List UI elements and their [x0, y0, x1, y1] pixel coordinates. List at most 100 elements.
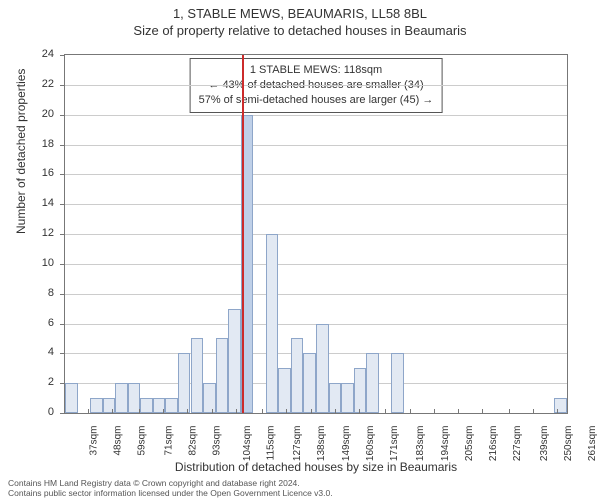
- y-tick-mark: [60, 174, 65, 175]
- x-tick-mark: [236, 409, 237, 414]
- x-tick-mark: [385, 409, 386, 414]
- gridline: [65, 264, 567, 265]
- y-tick-mark: [60, 264, 65, 265]
- x-tick-mark: [187, 409, 188, 414]
- plot-area: 1 STABLE MEWS: 118sqm ← 43% of detached …: [64, 54, 568, 414]
- x-tick-label: 250sqm: [563, 426, 574, 462]
- y-tick-label: 0: [48, 406, 54, 418]
- x-tick-label: 59sqm: [137, 426, 148, 456]
- histogram-bar: [90, 398, 103, 413]
- gridline: [65, 204, 567, 205]
- histogram-bar: [278, 368, 291, 413]
- x-tick-label: 205sqm: [464, 426, 475, 462]
- histogram-bar: [191, 338, 204, 413]
- x-tick-mark: [286, 409, 287, 414]
- histogram-bar: [203, 383, 216, 413]
- histogram-bar: [303, 353, 316, 413]
- x-tick-label: 48sqm: [113, 426, 124, 456]
- title-subtitle: Size of property relative to detached ho…: [0, 21, 600, 38]
- x-tick-label: 115sqm: [265, 426, 276, 461]
- x-tick-mark: [335, 409, 336, 414]
- info-line-property: 1 STABLE MEWS: 118sqm: [199, 63, 434, 78]
- x-tick-mark: [212, 409, 213, 414]
- gridline: [65, 85, 567, 86]
- y-tick-mark: [60, 324, 65, 325]
- x-tick-label: 216sqm: [488, 426, 499, 462]
- histogram-bar: [228, 309, 241, 413]
- x-tick-label: 194sqm: [440, 426, 451, 462]
- x-axis-ticks: 37sqm 48sqm 59sqm 71sqm 82sqm 93sqm 104sqm 115s…: [64, 414, 568, 464]
- histogram-bar: [391, 353, 404, 413]
- x-tick-mark: [139, 409, 140, 414]
- x-tick-label: 261sqm: [587, 426, 598, 462]
- y-tick-label: 16: [42, 167, 54, 179]
- histogram-bar: [354, 368, 367, 413]
- x-tick-label: 183sqm: [416, 426, 427, 462]
- histogram-bar: [65, 383, 78, 413]
- x-tick-mark: [262, 409, 263, 414]
- y-tick-label: 6: [48, 317, 54, 329]
- x-tick-mark: [458, 409, 459, 414]
- y-tick-label: 4: [48, 346, 54, 358]
- chart-container: 1, STABLE MEWS, BEAUMARIS, LL58 8BL Size…: [0, 0, 600, 500]
- y-tick-mark: [60, 204, 65, 205]
- x-axis-label: Distribution of detached houses by size …: [64, 460, 568, 474]
- x-tick-label: 82sqm: [188, 426, 199, 456]
- y-tick-mark: [60, 85, 65, 86]
- y-tick-mark: [60, 115, 65, 116]
- x-tick-mark: [64, 409, 65, 414]
- x-tick-mark: [557, 409, 558, 414]
- title-address: 1, STABLE MEWS, BEAUMARIS, LL58 8BL: [0, 0, 600, 21]
- histogram-bar: [178, 353, 191, 413]
- x-tick-label: 71sqm: [163, 426, 174, 456]
- x-tick-mark: [359, 409, 360, 414]
- y-tick-mark: [60, 145, 65, 146]
- x-tick-label: 227sqm: [512, 426, 523, 462]
- x-tick-mark: [533, 409, 534, 414]
- x-tick-mark: [410, 409, 411, 414]
- y-tick-label: 12: [42, 227, 54, 239]
- x-tick-label: 160sqm: [365, 426, 376, 462]
- x-tick-label: 171sqm: [389, 426, 400, 462]
- histogram-bar: [115, 383, 128, 413]
- marker-line: [242, 55, 244, 413]
- y-tick-label: 24: [42, 48, 54, 60]
- info-line-larger: 57% of semi-detached houses are larger (…: [199, 93, 434, 108]
- histogram-bar: [341, 383, 354, 413]
- y-axis-ticks: 024681012141618202224: [0, 54, 60, 414]
- y-tick-label: 14: [42, 197, 54, 209]
- histogram-bar: [216, 338, 229, 413]
- x-tick-label: 104sqm: [242, 426, 253, 462]
- gridline: [65, 174, 567, 175]
- x-tick-mark: [434, 409, 435, 414]
- x-tick-mark: [88, 409, 89, 414]
- histogram-bar: [366, 353, 379, 413]
- y-tick-mark: [60, 294, 65, 295]
- x-tick-label: 127sqm: [292, 426, 303, 462]
- y-tick-label: 22: [42, 78, 54, 90]
- gridline: [65, 115, 567, 116]
- x-tick-mark: [163, 409, 164, 414]
- copyright-footer: Contains HM Land Registry data © Crown c…: [8, 478, 333, 498]
- x-tick-mark: [112, 409, 113, 414]
- histogram-bar: [165, 398, 178, 413]
- x-tick-mark: [482, 409, 483, 414]
- histogram-bar: [316, 324, 329, 414]
- y-tick-label: 10: [42, 257, 54, 269]
- x-tick-label: 93sqm: [212, 426, 223, 456]
- footer-line-2: Contains public sector information licen…: [8, 488, 333, 498]
- x-tick-label: 138sqm: [316, 426, 327, 462]
- x-tick-mark: [509, 409, 510, 414]
- gridline: [65, 294, 567, 295]
- y-tick-mark: [60, 353, 65, 354]
- y-tick-mark: [60, 55, 65, 56]
- gridline: [65, 145, 567, 146]
- x-tick-label: 239sqm: [539, 426, 550, 462]
- x-tick-label: 149sqm: [341, 426, 352, 462]
- y-tick-label: 20: [42, 108, 54, 120]
- x-tick-label: 37sqm: [89, 426, 100, 456]
- y-tick-label: 8: [48, 287, 54, 299]
- y-tick-label: 18: [42, 138, 54, 150]
- y-tick-label: 2: [48, 376, 54, 388]
- histogram-bar: [140, 398, 153, 413]
